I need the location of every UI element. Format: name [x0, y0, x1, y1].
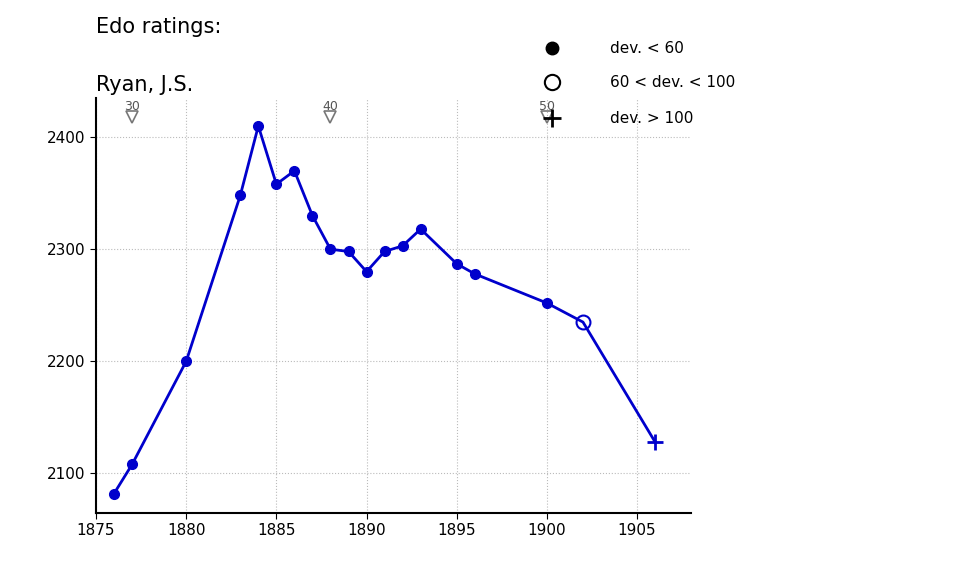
Text: 40: 40	[323, 100, 339, 113]
Text: 60 < dev. < 100: 60 < dev. < 100	[610, 74, 734, 90]
Text: 30: 30	[124, 100, 140, 113]
Text: dev. > 100: dev. > 100	[610, 111, 693, 126]
Text: 50: 50	[539, 100, 555, 113]
Text: Ryan, J.S.: Ryan, J.S.	[96, 75, 193, 95]
Text: dev. < 60: dev. < 60	[610, 41, 684, 56]
Text: Edo ratings:: Edo ratings:	[96, 17, 222, 37]
